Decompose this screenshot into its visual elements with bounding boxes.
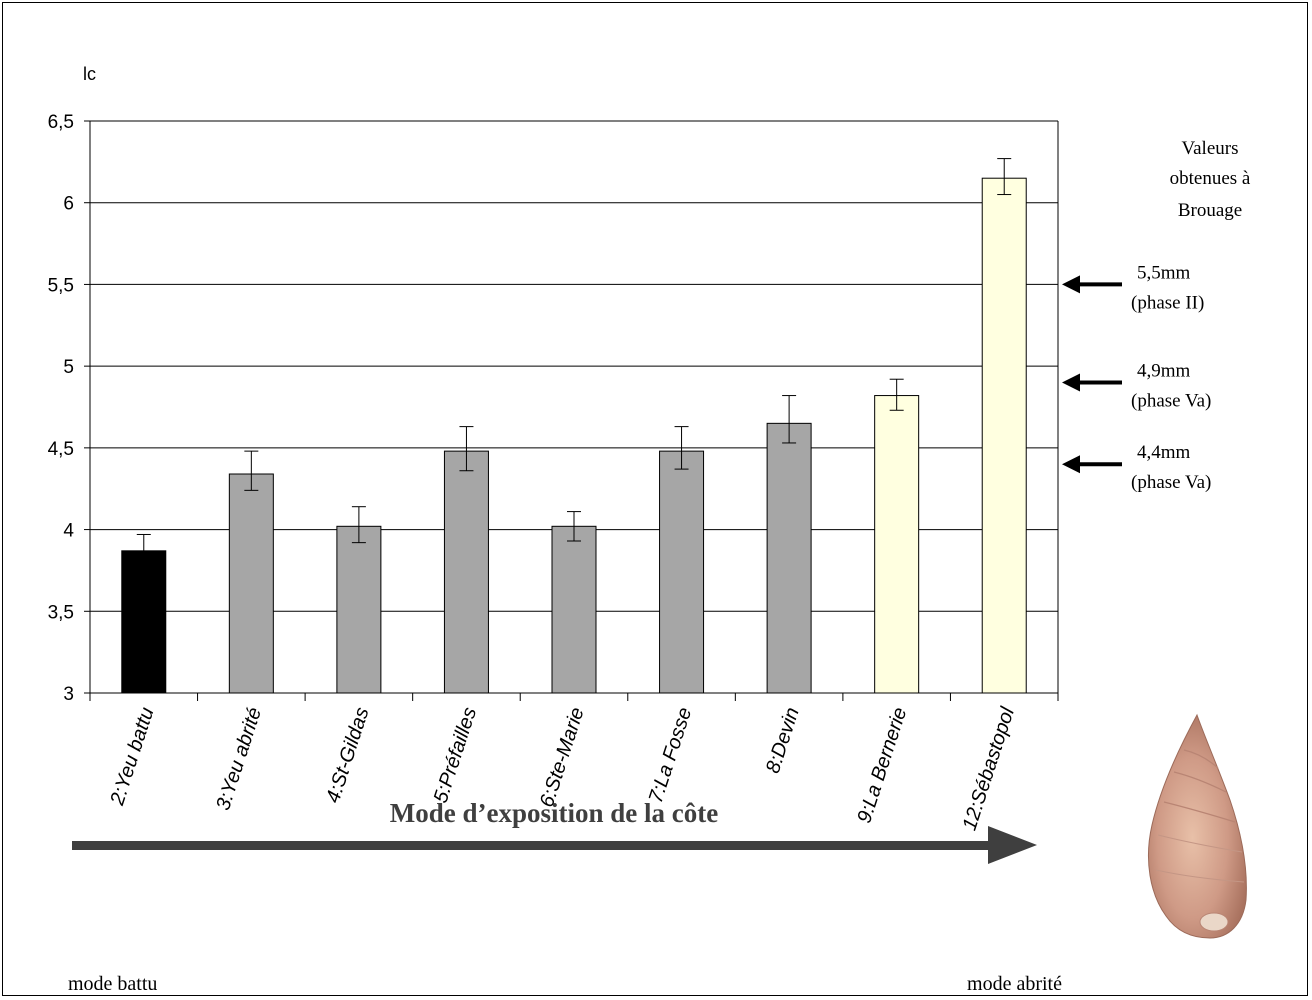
left-label: mode battu (68, 973, 157, 995)
y-axis-label: lc (83, 64, 96, 84)
shell-image (1147, 713, 1247, 939)
bar (981, 177, 1027, 694)
bar (659, 450, 705, 694)
error-bar (782, 395, 797, 444)
x-tick-label: 4:St-Gildas (322, 705, 373, 806)
bar (336, 525, 382, 694)
bar (874, 395, 920, 694)
reference-sublabel: (phase Va) (1131, 472, 1211, 493)
x-tick-label: 5:Préfailles (430, 705, 481, 806)
bar (121, 550, 167, 694)
error-bar (351, 506, 366, 544)
error-bar (459, 426, 474, 472)
bar (551, 525, 597, 694)
bar (443, 450, 489, 694)
reference-label: 4,9mm (1137, 360, 1191, 381)
reference-mark: 5,5mm (phase II) (1062, 262, 1204, 313)
reference-mark: 4,4mm (phase Va) (1062, 442, 1211, 493)
y-tick-label: 3,5 (48, 602, 74, 623)
reference-title-line-1: Valeurs (1182, 138, 1239, 159)
error-bar (997, 158, 1012, 196)
arrow-head-icon (988, 826, 1037, 864)
bar (228, 473, 274, 694)
reference-title: Valeurs obtenues à Brouage (1170, 138, 1251, 221)
reference-title-line-3: Brouage (1178, 200, 1242, 221)
right-label: mode abrité (967, 973, 1062, 995)
y-tick-label: 6,5 (48, 112, 74, 133)
axes-layer (84, 120, 1059, 701)
x-tick-label: 6:Ste-Marie (536, 705, 589, 810)
y-tick-label: 4,5 (48, 439, 74, 460)
arrow-shaft (72, 841, 990, 850)
reference-sublabel: (phase Va) (1131, 390, 1211, 411)
error-bar (567, 511, 581, 542)
reference-arrow-icon (1062, 275, 1080, 294)
reference-mark: 4,9mm (phase Va) (1062, 360, 1211, 411)
labels-layer: 3 3,5 4 4,5 5 5,5 6 6,5 2:Yeu battu 3:Yeu abrité 4… (48, 112, 1020, 833)
reference-marks: 5,5mm (phase II) 4,9mm (phase Va) 4,4mm (phas… (1062, 262, 1211, 493)
error-bar (889, 378, 904, 411)
x-tick-label: 8:Devin (762, 705, 804, 776)
reference-label: 4,4mm (1137, 442, 1191, 463)
y-tick-label: 5,5 (48, 275, 74, 296)
exposure-title: Mode d’exposition de la côte (390, 798, 718, 828)
x-tick-label: 3:Yeu abrité (212, 705, 266, 813)
error-bar (244, 450, 259, 491)
x-tick-label: 7:La Fosse (645, 705, 697, 806)
reference-label: 5,5mm (1137, 262, 1191, 283)
x-tick-label: 2:Yeu battu (106, 705, 159, 809)
reference-arrow-icon (1062, 373, 1080, 392)
y-tick-label: 6 (63, 194, 74, 215)
bars-layer (121, 158, 1027, 694)
reference-sublabel: (phase II) (1131, 292, 1204, 313)
x-tick-label: 12:Sébastopol (959, 704, 1020, 833)
bar (766, 422, 812, 694)
exposure-arrow: Mode d’exposition de la côte mode battu … (68, 798, 1062, 995)
y-tick-label: 4 (63, 521, 74, 542)
x-tick-label: 9:La Bernerie (853, 705, 911, 826)
error-bar (674, 426, 689, 470)
y-tick-label: 5 (63, 357, 74, 378)
y-tick-label: 3 (63, 684, 74, 705)
reference-arrow-icon (1062, 455, 1080, 474)
reference-title-line-2: obtenues à (1170, 168, 1251, 189)
error-bar (136, 533, 151, 567)
